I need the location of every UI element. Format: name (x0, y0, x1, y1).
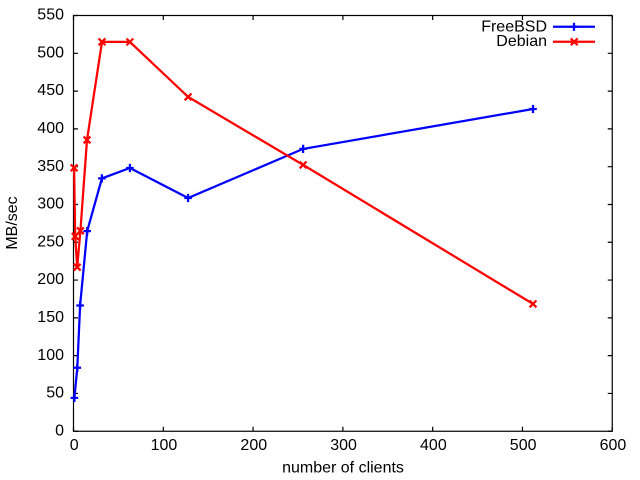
svg-text:200: 200 (240, 437, 267, 454)
svg-text:50: 50 (46, 385, 64, 402)
svg-text:550: 550 (37, 7, 64, 24)
svg-text:FreeBSD: FreeBSD (481, 19, 547, 36)
svg-text:600: 600 (600, 437, 627, 454)
svg-text:100: 100 (151, 437, 178, 454)
svg-text:300: 300 (330, 437, 357, 454)
svg-text:500: 500 (510, 437, 537, 454)
svg-text:0: 0 (55, 422, 64, 439)
svg-text:350: 350 (37, 158, 64, 175)
svg-text:0: 0 (70, 437, 79, 454)
svg-text:250: 250 (37, 233, 64, 250)
svg-text:300: 300 (37, 196, 64, 213)
svg-text:450: 450 (37, 82, 64, 99)
svg-text:MB/sec: MB/sec (4, 196, 21, 249)
svg-text:400: 400 (420, 437, 447, 454)
svg-text:100: 100 (37, 347, 64, 364)
svg-text:Debian: Debian (496, 33, 547, 50)
svg-text:200: 200 (37, 271, 64, 288)
svg-text:500: 500 (37, 44, 64, 61)
svg-text:400: 400 (37, 120, 64, 137)
svg-text:150: 150 (37, 309, 64, 326)
svg-text:number of clients: number of clients (282, 460, 404, 477)
